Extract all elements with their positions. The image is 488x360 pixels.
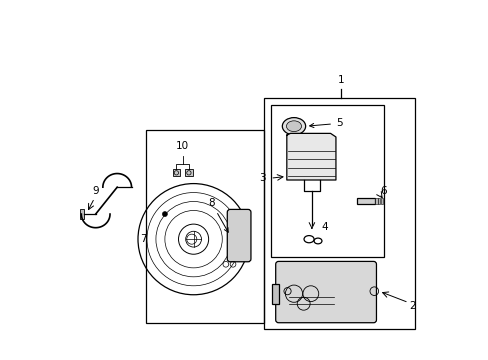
Polygon shape (286, 134, 335, 180)
Text: 7: 7 (140, 234, 147, 244)
FancyBboxPatch shape (227, 210, 250, 262)
Ellipse shape (282, 118, 305, 135)
Text: 5: 5 (309, 118, 342, 128)
Text: 4: 4 (321, 222, 327, 231)
Text: 2: 2 (408, 301, 415, 311)
Bar (378, 198, 380, 204)
Text: 1: 1 (337, 75, 344, 85)
Bar (264, 98, 414, 329)
Bar (271, 105, 384, 257)
Text: 8: 8 (208, 198, 228, 232)
Bar (80, 209, 83, 220)
Text: 3: 3 (258, 173, 265, 183)
Bar (271, 284, 278, 304)
Bar (357, 198, 375, 204)
Bar (380, 198, 383, 204)
Circle shape (162, 212, 167, 217)
Text: 10: 10 (176, 141, 189, 150)
Text: 6: 6 (379, 186, 386, 196)
FancyBboxPatch shape (275, 261, 376, 323)
Text: 9: 9 (92, 186, 99, 196)
Bar (185, 169, 192, 176)
Ellipse shape (286, 121, 301, 132)
Bar (375, 198, 377, 204)
Bar (145, 130, 264, 323)
Bar (172, 169, 180, 176)
